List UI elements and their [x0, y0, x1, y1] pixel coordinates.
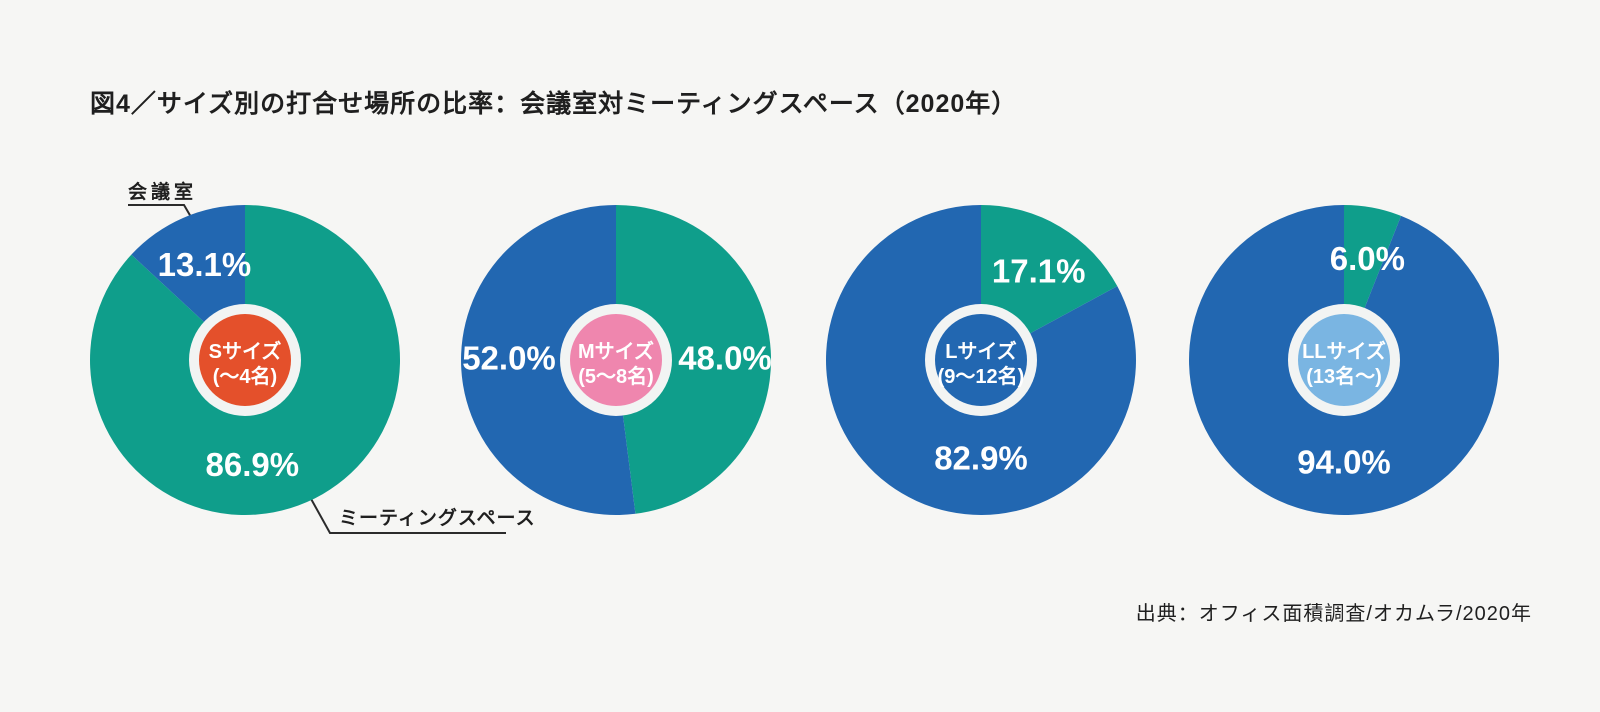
slice-meeting_room	[461, 205, 636, 515]
source-note: 出典：オフィス面積調査/オカムラ/2020年	[1135, 603, 1532, 625]
pie-m-size: Mサイズ(5〜8名) 48.0% 52.0%	[461, 205, 772, 515]
label-meeting-room: 会議室	[128, 182, 198, 203]
center-label-capacity: (9〜12名)	[938, 364, 1025, 388]
center-label-size: Sサイズ	[209, 339, 282, 363]
value-label-meeting_space: 48.0%	[678, 340, 772, 377]
center-disc	[570, 314, 662, 406]
figure-title: 図4／サイズ別の打合せ場所の比率：会議室対ミーティングスペース（2020年）	[90, 90, 1018, 118]
value-label-meeting_space: 86.9%	[206, 446, 300, 483]
center-label-capacity: (13名〜)	[1306, 364, 1382, 388]
center-label-size: Lサイズ	[945, 339, 1017, 363]
value-label-meeting_space: 17.1%	[992, 253, 1086, 290]
center-disc	[935, 314, 1027, 406]
pie-ll-size: LLサイズ(13名〜) 6.0% 94.0%	[1189, 205, 1500, 515]
slice-meeting_space	[616, 205, 772, 514]
center-label-capacity: (〜4名)	[213, 364, 277, 388]
value-label-meeting_room: 52.0%	[462, 340, 556, 377]
center-disc	[1298, 314, 1390, 406]
center-label-size: LLサイズ	[1302, 339, 1386, 363]
center-disc	[199, 314, 291, 406]
value-label-meeting_room: 94.0%	[1297, 444, 1391, 481]
center-label-size: Mサイズ	[578, 339, 654, 363]
label-meeting-space: ミーティングスペース	[339, 508, 536, 529]
value-label-meeting_room: 13.1%	[158, 246, 252, 283]
leader-line-meeting-space	[309, 496, 506, 534]
pie-s-size: Sサイズ(〜4名) 86.9% 13.1%	[90, 205, 401, 515]
pie-l-size: Lサイズ(9〜12名) 17.1% 82.9%	[825, 205, 1136, 515]
value-label-meeting_space: 6.0%	[1330, 240, 1405, 277]
value-label-meeting_room: 82.9%	[934, 440, 1028, 477]
center-label-capacity: (5〜8名)	[578, 364, 654, 388]
